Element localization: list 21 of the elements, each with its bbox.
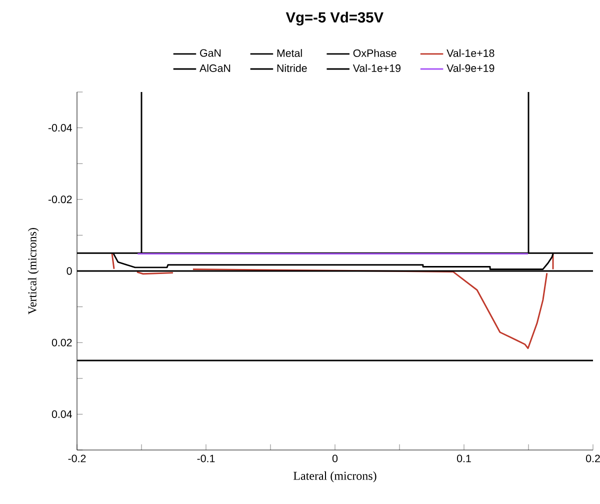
y-tick-label: 0.02 bbox=[52, 338, 72, 346]
y-tick-label: -0.04 bbox=[48, 124, 72, 132]
legend-label: Val-1e+19 bbox=[352, 64, 400, 72]
y-tick-label: 0 bbox=[66, 267, 72, 275]
legend-label: GaN bbox=[200, 49, 221, 57]
x-tick-label: 0.1 bbox=[457, 454, 471, 462]
chart-title: Vg=-5 Vd=35V bbox=[286, 12, 384, 26]
x-tick-label: -0.1 bbox=[197, 454, 215, 462]
x-tick-label: -0.2 bbox=[68, 454, 86, 462]
legend-label: Val-9e+19 bbox=[446, 64, 494, 72]
x-axis-title: Lateral (microns) bbox=[294, 471, 376, 482]
legend-label: AlGaN bbox=[200, 64, 230, 72]
x-tick-label: 0.2 bbox=[586, 454, 600, 462]
legend-label: OxPhase bbox=[353, 49, 396, 57]
y-tick-label: -0.02 bbox=[48, 196, 72, 204]
legend-label: Metal bbox=[277, 49, 302, 57]
legend-label: Val-1e+18 bbox=[446, 49, 494, 57]
legend-label: Nitride bbox=[277, 64, 307, 72]
y-axis-title: Vertical (microns) bbox=[28, 228, 39, 314]
y-tick-label: 0.04 bbox=[52, 410, 72, 418]
x-tick-label: 0 bbox=[332, 454, 338, 462]
